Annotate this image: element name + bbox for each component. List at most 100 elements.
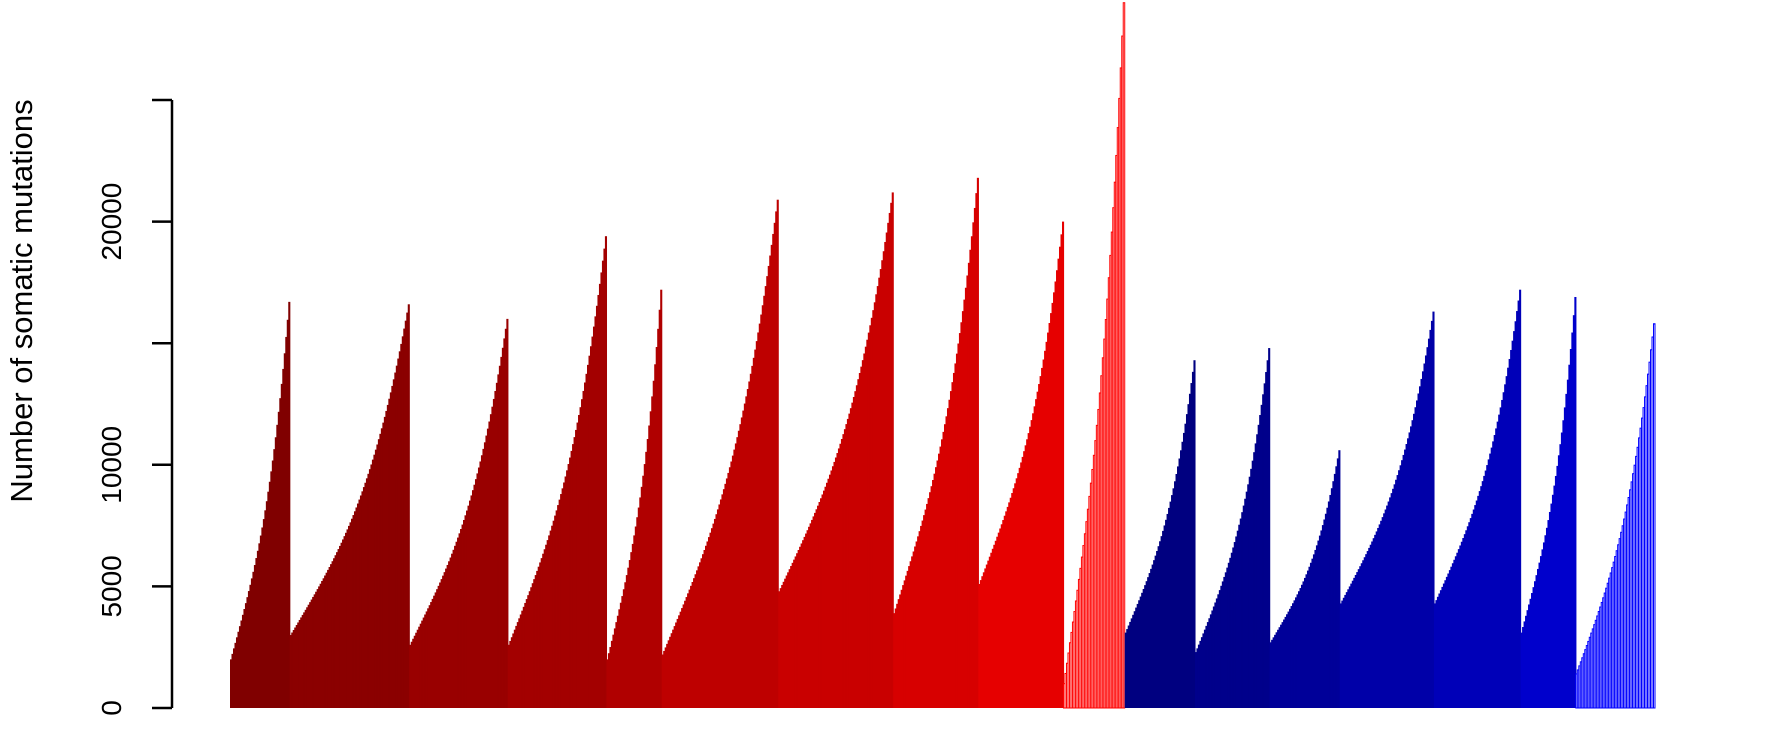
y-tick-label: 10000 <box>96 426 127 504</box>
bar <box>277 411 280 708</box>
bar <box>864 346 867 708</box>
bar <box>510 637 513 708</box>
bar <box>661 654 664 708</box>
bar <box>1433 603 1437 708</box>
bar <box>334 555 337 708</box>
bar <box>860 366 863 708</box>
bar <box>1245 491 1248 708</box>
bar <box>1147 577 1150 708</box>
bar <box>415 632 418 708</box>
bar <box>1182 432 1186 708</box>
bar <box>410 641 413 708</box>
bar <box>1139 596 1142 708</box>
bar <box>1018 467 1021 708</box>
bar <box>973 207 976 708</box>
bar <box>425 611 428 708</box>
bar <box>773 222 776 708</box>
bar <box>687 593 690 708</box>
bar <box>1248 476 1251 708</box>
bar <box>1190 383 1193 708</box>
bar <box>1401 460 1404 708</box>
bar <box>1244 498 1247 708</box>
bar <box>763 295 766 708</box>
bar <box>727 472 730 708</box>
bar <box>238 626 242 708</box>
bar <box>310 599 313 708</box>
bar <box>1048 322 1051 708</box>
bar <box>558 499 561 708</box>
bar <box>1356 572 1359 708</box>
bar <box>823 490 826 708</box>
bar <box>1194 652 1198 708</box>
bar <box>404 320 407 708</box>
bar <box>1420 378 1423 708</box>
bar <box>824 486 827 708</box>
bar <box>525 599 528 708</box>
bar <box>361 491 364 708</box>
bar <box>1545 527 1549 708</box>
bar <box>991 548 994 708</box>
bar <box>1218 590 1221 708</box>
bar <box>294 627 297 708</box>
bar <box>1000 524 1003 708</box>
bar <box>1314 549 1317 708</box>
bar <box>515 625 518 708</box>
bar <box>1165 519 1168 708</box>
bar <box>1556 465 1559 708</box>
bar-group-11 <box>1124 360 1196 708</box>
bar <box>1460 541 1463 708</box>
bar <box>1283 619 1286 708</box>
bar <box>1569 349 1572 708</box>
bar <box>578 414 581 708</box>
bar-group-12 <box>1194 348 1271 708</box>
bar <box>413 635 416 708</box>
bar <box>806 530 809 708</box>
bar <box>825 482 829 708</box>
bar-group-17 <box>1575 323 1656 709</box>
bar <box>1038 384 1041 708</box>
bar <box>418 626 421 708</box>
bar <box>616 615 619 708</box>
bar <box>981 576 984 708</box>
bar <box>337 549 340 708</box>
bar <box>1275 632 1278 708</box>
bar <box>833 461 836 708</box>
bar <box>301 614 304 708</box>
bar <box>241 614 245 708</box>
bar <box>700 558 703 708</box>
bar <box>576 422 579 708</box>
bar <box>1209 614 1212 708</box>
bar <box>645 451 648 708</box>
bars-layer <box>230 2 1656 709</box>
bar <box>1559 444 1562 708</box>
bar <box>1196 648 1199 708</box>
bar <box>1041 367 1044 708</box>
bar <box>1377 527 1380 708</box>
bar <box>1323 519 1326 708</box>
bar <box>1456 552 1459 708</box>
bar-group-14 <box>1339 311 1435 708</box>
bar <box>721 494 724 708</box>
bar <box>353 511 357 708</box>
bar <box>1168 507 1171 708</box>
bar <box>1242 505 1245 708</box>
bar <box>557 505 560 708</box>
bar <box>1181 441 1184 708</box>
bar <box>1005 511 1008 708</box>
bar <box>524 602 527 708</box>
bar <box>1311 558 1314 708</box>
bar <box>1338 450 1341 708</box>
bar <box>234 642 237 708</box>
bar <box>636 517 639 708</box>
bar <box>1308 566 1311 708</box>
bar <box>503 338 506 708</box>
bar <box>984 568 987 708</box>
bar <box>274 437 277 708</box>
bar <box>932 480 935 708</box>
bar <box>1519 289 1522 708</box>
bar <box>1453 559 1456 708</box>
bar <box>286 319 289 708</box>
bar <box>1354 574 1357 708</box>
bar <box>1539 556 1543 708</box>
bar <box>1145 581 1148 708</box>
